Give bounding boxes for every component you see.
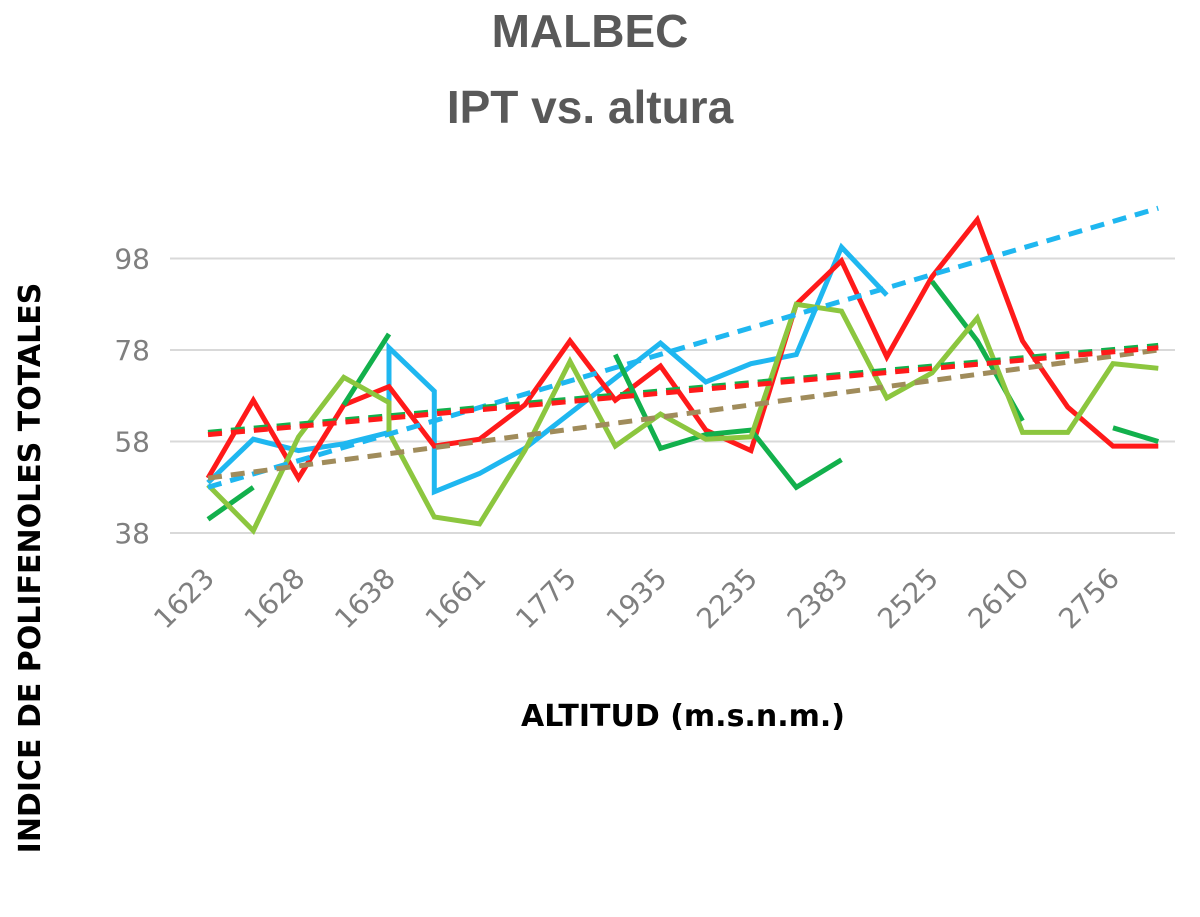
y-tick-label: 78 bbox=[114, 334, 150, 367]
x-tick-label: 2756 bbox=[1052, 562, 1126, 636]
x-tick-label: 2235 bbox=[690, 562, 764, 636]
trendline-0 bbox=[207, 205, 1159, 490]
x-tick-label: 2383 bbox=[781, 562, 855, 636]
y-tick-label: 98 bbox=[114, 243, 150, 276]
y-tick-labels: 38 58 78 98 bbox=[114, 243, 150, 551]
x-tick-labels: 1623 1628 1638 1661 1775 1935 2235 2383 2525 2610… bbox=[147, 562, 1126, 636]
x-tick-label: 1638 bbox=[328, 562, 402, 636]
y-tick-label: 58 bbox=[114, 426, 150, 459]
x-tick-label: 1661 bbox=[419, 562, 493, 636]
x-tick-label: 1775 bbox=[509, 562, 583, 636]
series-layer bbox=[205, 214, 1160, 535]
grid-layer bbox=[170, 257, 1175, 534]
series-line-0 bbox=[206, 242, 889, 496]
trendline-3 bbox=[207, 345, 1159, 438]
y-tick-label: 38 bbox=[114, 517, 150, 550]
x-tick-label: 1935 bbox=[600, 562, 674, 636]
chart-subtitle: IPT vs. altura bbox=[446, 81, 734, 133]
series-line-3 bbox=[206, 301, 1159, 535]
x-tick-label: 2525 bbox=[871, 562, 945, 636]
x-tick-label: 2610 bbox=[962, 562, 1036, 636]
series-line-1 bbox=[205, 214, 1159, 483]
x-axis-title: ALTITUD (m.s.n.m.) bbox=[521, 699, 845, 734]
series-line-2 bbox=[206, 279, 1160, 522]
x-tick-label: 1623 bbox=[147, 562, 221, 636]
y-axis-title: INDICE DE POLIFENOLES TOTALES bbox=[13, 283, 48, 854]
chart-title: MALBEC bbox=[491, 5, 689, 57]
trendline-layer bbox=[207, 205, 1159, 490]
x-tick-label: 1628 bbox=[238, 562, 312, 636]
